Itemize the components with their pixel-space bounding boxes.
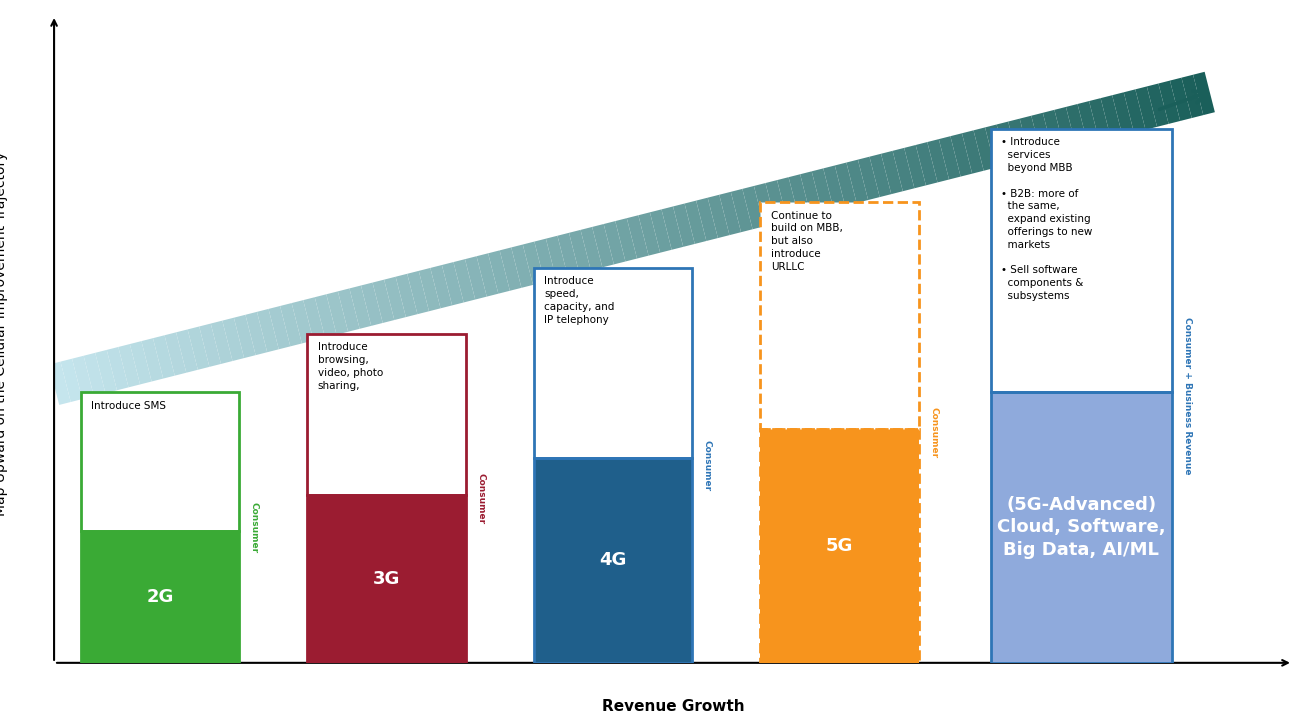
Bar xyxy=(533,458,693,663)
Text: Revenue Growth: Revenue Growth xyxy=(602,699,744,711)
Text: Continue to
build on MBB,
but also
introduce
URLLC: Continue to build on MBB, but also intro… xyxy=(770,210,843,272)
Bar xyxy=(307,333,466,495)
Text: Consumer + Business Revenue: Consumer + Business Revenue xyxy=(1183,317,1192,474)
Text: 4G: 4G xyxy=(599,551,626,570)
Text: • Introduce
  services
  beyond MBB

• B2B: more of
  the same,
  expand existin: • Introduce services beyond MBB • B2B: m… xyxy=(1001,137,1092,301)
Text: Introduce
speed,
capacity, and
IP telephony: Introduce speed, capacity, and IP teleph… xyxy=(545,277,615,325)
Text: Introduce
browsing,
video, photo
sharing,: Introduce browsing, video, photo sharing… xyxy=(318,342,383,390)
Bar xyxy=(991,392,1172,663)
Bar xyxy=(760,429,920,663)
Text: Consumer: Consumer xyxy=(930,407,939,458)
Text: Introduce SMS: Introduce SMS xyxy=(91,401,166,411)
Text: Consumer: Consumer xyxy=(476,473,485,524)
Bar xyxy=(80,392,239,531)
Bar xyxy=(991,392,1172,663)
Bar xyxy=(760,202,920,429)
Bar xyxy=(533,458,693,663)
Bar xyxy=(80,531,239,663)
Text: 3G: 3G xyxy=(372,570,399,588)
Bar xyxy=(307,495,466,663)
Bar xyxy=(760,429,920,663)
Bar xyxy=(80,531,239,663)
Text: Consumer: Consumer xyxy=(703,439,712,491)
Text: 2G: 2G xyxy=(147,588,174,606)
Text: (5G-Advanced)
Cloud, Software,
Big Data, AI/ML: (5G-Advanced) Cloud, Software, Big Data,… xyxy=(997,496,1166,559)
Bar xyxy=(533,267,693,458)
Text: Map Upward on the Cellular Improvement Trajectory: Map Upward on the Cellular Improvement T… xyxy=(0,151,8,515)
Bar xyxy=(991,129,1172,392)
Bar xyxy=(307,495,466,663)
Text: 5G: 5G xyxy=(826,537,853,555)
Text: Consumer: Consumer xyxy=(250,502,258,553)
